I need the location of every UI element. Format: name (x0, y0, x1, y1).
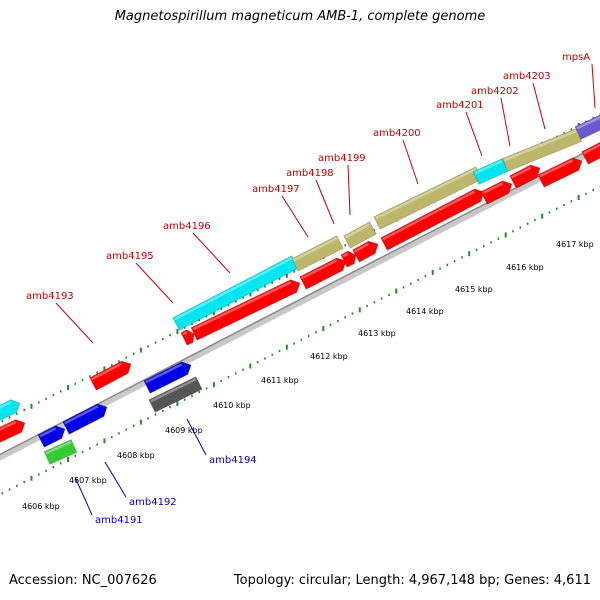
scale-label: 4616 kbp (506, 263, 544, 272)
genome-summary-text: Topology: circular; Length: 4,967,148 bp… (233, 573, 591, 588)
leader-line (500, 97, 511, 147)
scale-label: 4614 kbp (406, 307, 444, 316)
gene-feature (574, 111, 600, 140)
gene-label: amb4200 (373, 128, 421, 139)
scale-label: 4617 kbp (556, 240, 594, 249)
leader-line (281, 195, 309, 238)
gene-feature (537, 157, 583, 188)
gene-feature (37, 425, 66, 448)
leader-line (74, 476, 93, 516)
leader-line (591, 63, 596, 109)
leader-line (465, 111, 483, 157)
gene-feature (89, 360, 132, 391)
scale-label: 4609 kbp (165, 426, 203, 435)
gene-features (0, 111, 600, 465)
gene-feature (472, 158, 509, 185)
gene-label: amb4191 (95, 515, 143, 526)
map-title: Magnetospirillum magneticum AMB-1, compl… (114, 9, 486, 24)
gene-feature (0, 419, 26, 444)
gene-label: amb4195 (106, 251, 154, 262)
gene-label: amb4194 (209, 455, 257, 466)
gene-label: amb4196 (163, 221, 211, 232)
gene-labels: amb4193 amb4195 amb4196 amb4197 amb4198 amb41… (26, 52, 590, 526)
scale-label: 4612 kbp (310, 352, 348, 361)
lower-scale-ticks (1, 185, 600, 495)
gene-feature (148, 376, 203, 413)
gene-feature (343, 221, 377, 249)
scale-label: 4613 kbp (358, 329, 396, 338)
leader-line (347, 164, 351, 216)
gene-feature (509, 164, 541, 189)
scale-label: 4610 kbp (213, 401, 251, 410)
gene-feature (581, 138, 600, 165)
leader-line (402, 139, 419, 185)
gene-feature (0, 399, 21, 422)
gene-label: amb4203 (503, 71, 551, 82)
leader-line (186, 418, 207, 456)
gene-label: amb4201 (436, 100, 484, 111)
gene-feature (143, 361, 192, 394)
gene-feature (190, 279, 301, 341)
scale-label: 4615 kbp (455, 285, 493, 294)
gene-label: amb4192 (129, 497, 177, 508)
leader-line (532, 82, 546, 130)
leader-line (104, 461, 127, 498)
leader-line (315, 179, 335, 225)
gene-feature (43, 439, 78, 465)
gene-label: amb4193 (26, 291, 74, 302)
gene-feature (62, 403, 108, 435)
gene-label: amb4202 (471, 86, 519, 97)
gene-label: amb4198 (286, 168, 334, 179)
scale-label: 4607 kbp (69, 476, 107, 485)
gene-feature (299, 257, 347, 290)
accession-text: Accession: NC_007626 (9, 573, 157, 588)
scale-label: 4608 kbp (117, 451, 155, 460)
gene-feature (480, 180, 513, 205)
gene-feature (380, 188, 485, 251)
gene-label: amb4199 (318, 153, 366, 164)
scale-labels: 4606 kbp 4607 kbp 4608 kbp 4609 kbp 4610 kbp… (22, 240, 594, 511)
gene-feature (291, 235, 344, 272)
gene-label: mpsA (562, 52, 590, 63)
scale-label: 4606 kbp (22, 502, 60, 511)
gene-feature (180, 329, 195, 346)
gene-feature (340, 250, 357, 268)
gene-feature (501, 128, 583, 172)
leader-line (192, 232, 231, 274)
gene-label: amb4197 (252, 184, 300, 195)
gene-feature (352, 240, 379, 263)
scale-label: 4611 kbp (261, 376, 299, 385)
leader-line (55, 302, 94, 344)
label-leader-lines (55, 63, 596, 516)
leader-line (135, 262, 174, 304)
